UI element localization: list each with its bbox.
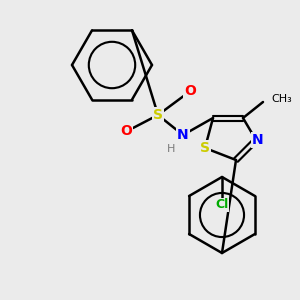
Text: N: N <box>252 133 264 147</box>
Text: S: S <box>153 108 163 122</box>
Text: O: O <box>120 124 132 138</box>
Text: CH₃: CH₃ <box>271 94 292 104</box>
Text: H: H <box>167 144 175 154</box>
Text: N: N <box>177 128 189 142</box>
Text: O: O <box>184 84 196 98</box>
Text: S: S <box>200 141 210 155</box>
Text: Cl: Cl <box>215 199 229 212</box>
